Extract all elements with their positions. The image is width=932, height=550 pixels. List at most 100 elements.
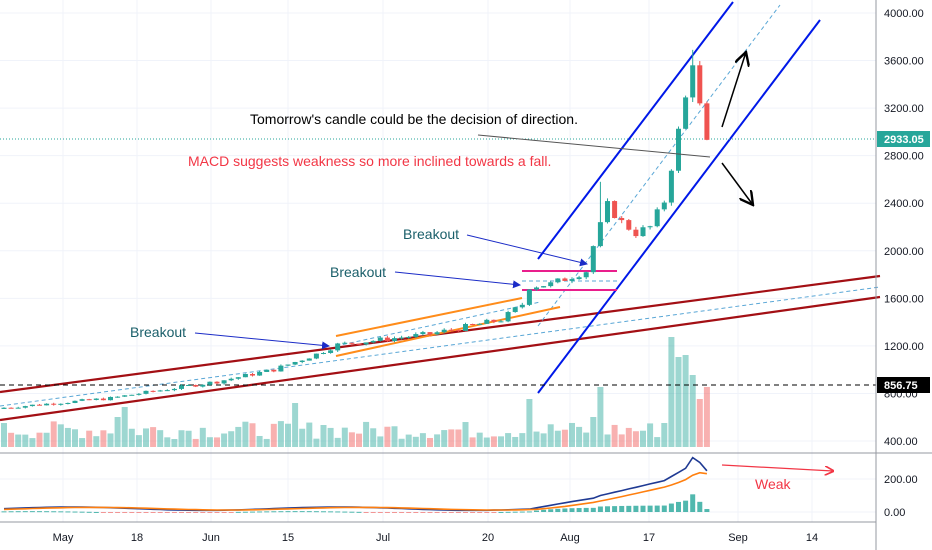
candle-body [370, 340, 376, 343]
marked-level-tag-bg [877, 377, 930, 393]
candle-body [278, 365, 284, 372]
macd-histogram-bar [427, 512, 433, 513]
volume-bar [476, 432, 483, 447]
candle-body [108, 396, 113, 401]
volume-bar [590, 417, 597, 447]
macd-histogram-bar [526, 511, 532, 513]
candle-body [136, 393, 142, 395]
macd-histogram-bar [72, 511, 78, 513]
volume-bar [661, 423, 668, 447]
candle-body [100, 398, 106, 401]
candle-body [157, 390, 163, 392]
volume-bar [469, 437, 476, 447]
macd-histogram-bar [15, 511, 21, 513]
macd-histogram-bar [235, 511, 241, 513]
candle-body [164, 390, 170, 392]
macd-histogram-bar [661, 505, 667, 512]
candle-body [186, 385, 192, 387]
candle-body [22, 406, 28, 408]
macd-histogram-bar [491, 512, 497, 513]
candle-body [470, 324, 476, 326]
macd-histogram-bar [612, 506, 618, 512]
volume-bar [249, 423, 256, 447]
last-price-tag: 2933.05 [877, 131, 930, 147]
candle-body [221, 380, 227, 384]
candle-body [619, 218, 625, 221]
macd-histogram-bar [590, 507, 596, 512]
candle-body [463, 324, 468, 331]
volume-bar [561, 429, 568, 447]
candle-body [335, 343, 341, 351]
candle-body [384, 337, 390, 341]
marked-level-tag: 856.75 [877, 377, 930, 393]
volume-bar [221, 433, 228, 447]
macd-histogram-bar [342, 511, 348, 513]
volume-bar [299, 428, 306, 447]
volume-bar [675, 357, 682, 447]
candle-body [676, 128, 681, 171]
macd-histogram-bar [108, 512, 113, 513]
candle-body [86, 399, 92, 401]
candle-body [399, 337, 405, 339]
volume-bar [455, 429, 462, 447]
volume-bar [320, 425, 327, 447]
volume-bar [448, 429, 455, 447]
volume-bar [143, 428, 149, 447]
candle-body [491, 319, 497, 322]
macd-histogram-bar [22, 511, 28, 513]
macd-histogram-bar [505, 511, 511, 513]
candle-body [427, 332, 433, 335]
decision-pointer [477, 134, 711, 158]
candle-body [363, 342, 369, 345]
candle-body [640, 227, 646, 237]
volume-bar [391, 426, 398, 447]
volume-bar [547, 424, 554, 447]
candle-body [526, 289, 532, 305]
volume-bar [285, 423, 291, 447]
volume-bar [57, 424, 64, 447]
volume-bar [412, 436, 419, 447]
macd-histogram-bar [406, 512, 412, 513]
volume-bar [348, 432, 355, 447]
breakout1-label: Breakout [130, 324, 186, 340]
price-tick-label: 3600.00 [884, 56, 924, 68]
time-axis: May 18 Jun 15 Jul 20 Aug 17 Sep 14 [53, 532, 819, 544]
macd-histogram-bar [264, 511, 270, 513]
candle-body [122, 395, 128, 397]
macd-histogram-bar [328, 511, 334, 513]
candle-body [576, 277, 582, 280]
volume-bar [597, 387, 604, 447]
macd-histogram-bar [186, 512, 192, 513]
macd-histogram-bar [271, 511, 277, 513]
candle-body [519, 304, 525, 308]
volume-bar [483, 437, 490, 447]
macd-histogram-bar [207, 512, 213, 513]
volume-bar [292, 403, 299, 447]
macd-histogram-bar [619, 505, 625, 512]
macd-histogram-bar [242, 511, 248, 513]
volume-bar [363, 421, 370, 447]
macd-histogram-bar [221, 512, 227, 513]
time-tick-label: May [53, 532, 74, 544]
candle-body [79, 399, 85, 401]
volume-bar [277, 421, 284, 447]
macd-histogram-bar [250, 511, 255, 513]
candle-body [512, 307, 518, 313]
macd-histogram-bar [519, 511, 525, 513]
macd-histogram-bar [122, 512, 128, 513]
candle-body [498, 321, 504, 323]
candles [1, 49, 710, 410]
candle-body [271, 369, 277, 372]
candle-body [214, 381, 220, 384]
macd-histogram-bar [441, 512, 447, 513]
macd-histogram-bar [37, 511, 42, 513]
macd-histogram-bar [143, 512, 149, 513]
candle-body [704, 103, 710, 140]
candle-body [115, 396, 121, 398]
macd-histogram-bar [179, 512, 184, 513]
macd-histogram-bar [654, 505, 660, 512]
breakout1-arrow [194, 332, 330, 350]
volume-bar [206, 437, 213, 447]
red-channel-mid [0, 286, 881, 407]
candle-body [448, 329, 454, 331]
